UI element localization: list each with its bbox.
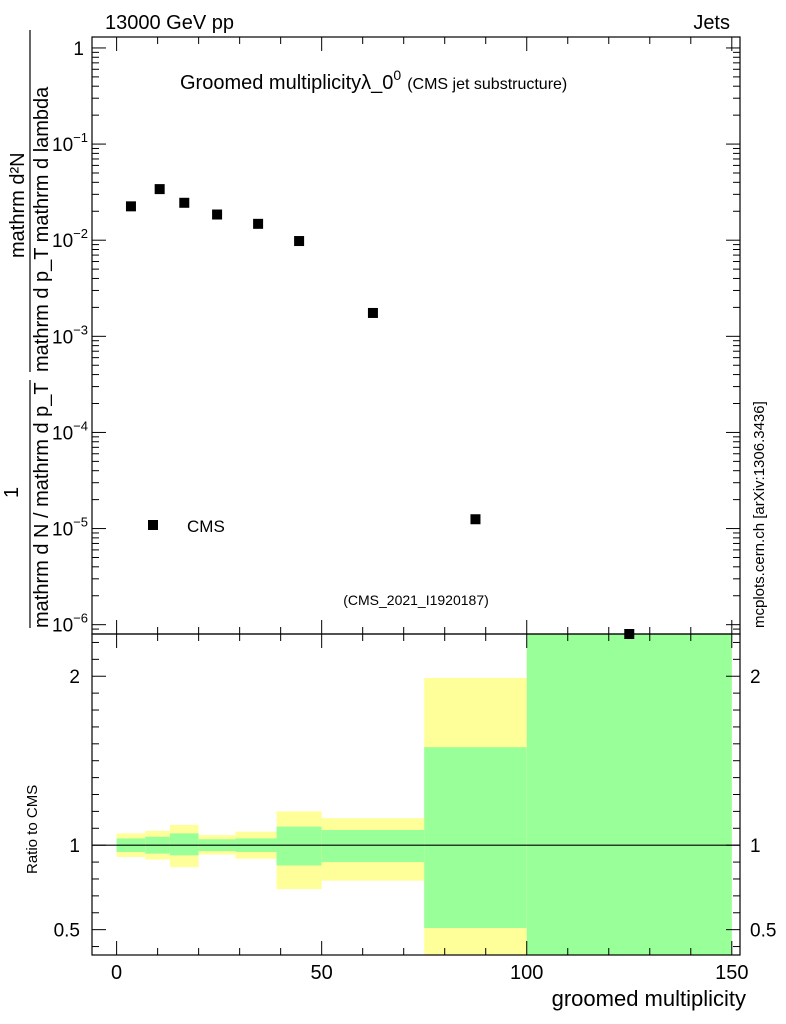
x-tick-label: 150: [715, 962, 748, 984]
main-y-tick-label: 10−3: [52, 322, 88, 348]
main-y-tick-base: 10: [52, 520, 73, 541]
main-y-tick-exp: −3: [73, 322, 88, 337]
data-point: [125, 201, 136, 212]
ratio-bands: [116, 634, 732, 955]
ylabel-denominator: mathrm d p_T mathrm d lambda: [31, 86, 53, 372]
main-y-tick-label: 10−2: [52, 226, 88, 252]
x-axis: 0 50 100 150: [111, 634, 748, 984]
main-y-tick-base: 10: [52, 327, 73, 348]
data-point: [212, 209, 223, 220]
data-point: [294, 236, 305, 247]
process-label: Jets: [693, 12, 730, 34]
main-y-tick-exp: −1: [73, 130, 88, 145]
x-axis-label: groomed multiplicity: [552, 986, 746, 1011]
main-title: Groomed multiplicityλ_00 (CMS jet substru…: [180, 67, 567, 94]
main-ylabel: mathrm d²N mathrm d p_T mathrm d lambda …: [1, 30, 53, 628]
ratio-ylabel: Ratio to CMS: [24, 785, 41, 874]
ratio-panel: 0.5 0.5 1 1 2 2: [54, 633, 776, 956]
ratio-green-band-5: [276, 826, 322, 866]
data-point: [253, 218, 264, 229]
ylabel-prefix-denominator: mathrm d N / mathrm d p_T: [31, 382, 53, 628]
main-y-tick-base: 10: [52, 231, 73, 252]
main-title-suffix: (CMS jet substructure): [407, 76, 567, 93]
energy-label: 13000 GeV pp: [105, 12, 234, 34]
ratio-green-band-6: [321, 829, 425, 863]
main-y-tick-label: 1: [73, 39, 84, 60]
main-y-tick-label: 10−4: [52, 418, 88, 444]
ratio-green-band-7: [424, 747, 527, 928]
ylabel-prefix-numerator: 1: [1, 487, 23, 498]
data-point: [367, 307, 378, 318]
main-y-tick-exp: −6: [73, 611, 88, 626]
main-y-tick-base: 10: [52, 135, 73, 156]
legend-label: CMS: [187, 517, 225, 536]
side-label: mcplots.cern.ch [arXiv:1306.3436]: [751, 401, 768, 628]
main-y-tick-base: 10: [52, 616, 73, 637]
main-y-tick-exp: −4: [73, 418, 88, 433]
ratio-green-band-8: [526, 634, 732, 955]
main-y-tick-label: 10−5: [52, 515, 88, 541]
legend-marker: [148, 520, 158, 530]
data-point: [154, 184, 165, 195]
main-y-tick-exp: −5: [73, 515, 88, 530]
main-y-tick-base: 1: [73, 39, 84, 60]
ratio-green-band-2: [169, 833, 199, 856]
ratio-y-tick-label: 0.5: [54, 921, 80, 942]
data-point: [470, 514, 481, 525]
ratio-y-tick-label: 2: [69, 667, 80, 688]
main-y-tick-base: 10: [52, 423, 73, 444]
main-frame: [91, 36, 741, 635]
main-title-text: Groomed multiplicityλ_0: [180, 72, 393, 94]
main-title-superscript: 0: [393, 67, 401, 83]
x-tick-label: 50: [311, 962, 333, 984]
ratio-y-tick-label: 1: [69, 836, 80, 857]
ratio-y-tick-label-right: 0.5: [750, 921, 776, 942]
x-tick-label: 0: [111, 962, 122, 984]
ratio-y-tick-label-right: 2: [750, 667, 761, 688]
main-y-tick-exp: −2: [73, 226, 88, 241]
main-y-tick-label: 10−1: [52, 130, 88, 156]
x-tick-label: 100: [510, 962, 543, 984]
main-y-tick-label: 10−6: [52, 611, 88, 637]
ratio-y-tick-label-right: 1: [750, 836, 761, 857]
ylabel-numerator: mathrm d²N: [7, 152, 29, 258]
analysis-watermark: (CMS_2021_I1920187): [343, 592, 489, 608]
data-point: [179, 197, 190, 208]
